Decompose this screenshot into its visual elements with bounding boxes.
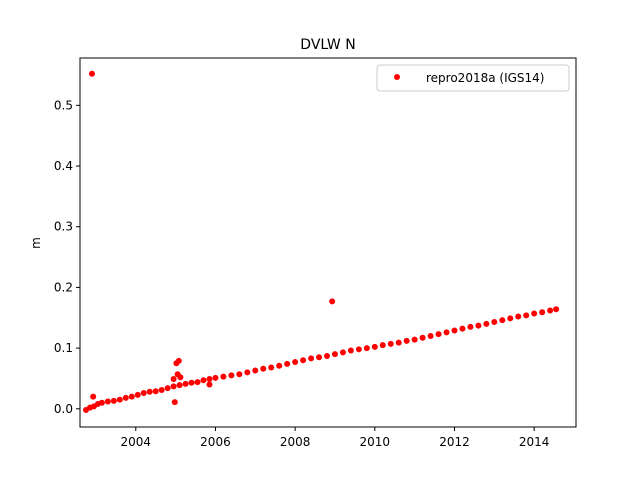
data-point [523, 312, 530, 319]
data-point [363, 345, 370, 352]
data-point [146, 388, 153, 395]
data-point [379, 342, 386, 349]
data-point [220, 373, 227, 380]
data-point [194, 379, 201, 386]
data-point [427, 332, 434, 339]
data-point [158, 386, 165, 393]
data-point [116, 396, 123, 403]
data-point [475, 322, 482, 329]
data-point [228, 372, 235, 379]
x-tick-label: 2014 [519, 435, 550, 449]
data-point [176, 382, 183, 389]
data-point [395, 339, 402, 346]
data-point [547, 307, 554, 314]
y-axis-label: m [29, 237, 43, 249]
legend: repro2018a (IGS14) [376, 64, 570, 92]
y-tick-label: 0.1 [54, 341, 73, 355]
plot-area: 2004 2006 2008 2010 2012 2014 0.0 0.1 0.2 0.3 0.4… [54, 57, 577, 449]
data-point [300, 357, 307, 364]
data-point [284, 360, 291, 367]
data-point [355, 346, 362, 353]
data-point [387, 340, 394, 347]
y-tick-label: 0.4 [54, 159, 73, 173]
data-point [88, 70, 95, 77]
x-tick-label: 2004 [121, 435, 152, 449]
data-point [459, 325, 466, 332]
data-point [152, 388, 159, 395]
data-point [331, 351, 338, 358]
data-point [531, 310, 538, 317]
x-tick-label: 2010 [360, 435, 391, 449]
scatter-points [82, 70, 560, 414]
data-point [177, 374, 184, 381]
data-point [308, 355, 315, 362]
y-tick-label: 0.5 [54, 98, 73, 112]
data-point [90, 393, 97, 400]
data-point [553, 306, 560, 313]
x-tick-label: 2012 [439, 435, 470, 449]
data-point [499, 317, 506, 324]
data-point [467, 323, 474, 330]
data-point [171, 399, 178, 406]
data-point [329, 298, 336, 305]
data-point [200, 377, 207, 384]
data-point [244, 369, 251, 376]
data-point [128, 393, 135, 400]
x-axis-ticks: 2004 2006 2008 2010 2012 2014 [121, 427, 550, 449]
data-point [110, 397, 117, 404]
data-point [292, 359, 299, 366]
data-point [175, 357, 182, 364]
data-point [411, 336, 418, 343]
data-point [268, 364, 275, 371]
data-point [188, 379, 195, 386]
data-point [206, 381, 213, 388]
chart-title: DVLW N [300, 37, 355, 53]
y-tick-label: 0.0 [54, 402, 73, 416]
data-point [170, 383, 177, 390]
data-point [206, 376, 213, 383]
data-point [182, 380, 189, 387]
x-tick-label: 2006 [200, 435, 231, 449]
data-point [276, 362, 283, 369]
legend-label: repro2018a (IGS14) [426, 71, 544, 85]
data-point [252, 367, 259, 374]
data-point [104, 398, 111, 405]
data-point [98, 399, 105, 406]
data-point [236, 371, 243, 378]
data-point [483, 320, 490, 327]
data-point [324, 352, 331, 359]
data-point [515, 313, 522, 320]
y-tick-label: 0.2 [54, 280, 73, 294]
data-point [347, 347, 354, 354]
data-point [443, 329, 450, 336]
data-point [371, 343, 378, 350]
data-point [339, 349, 346, 356]
data-point [491, 319, 498, 326]
y-tick-label: 0.3 [54, 220, 73, 234]
data-point [134, 391, 141, 398]
data-point [435, 331, 442, 338]
data-point [316, 354, 323, 361]
data-point [539, 309, 546, 316]
data-point [212, 374, 219, 381]
data-point [507, 315, 514, 322]
data-point [140, 390, 147, 397]
x-tick-label: 2008 [280, 435, 311, 449]
legend-marker [394, 74, 400, 80]
data-point [164, 385, 171, 392]
legend-frame [376, 64, 570, 92]
data-point [260, 365, 267, 372]
data-point [122, 394, 129, 401]
data-point [419, 334, 426, 341]
axes-frame [79, 57, 577, 428]
data-point [403, 337, 410, 344]
y-axis-ticks: 0.0 0.1 0.2 0.3 0.4 0.5 [54, 98, 80, 416]
data-point [451, 327, 458, 334]
data-point [170, 376, 177, 383]
